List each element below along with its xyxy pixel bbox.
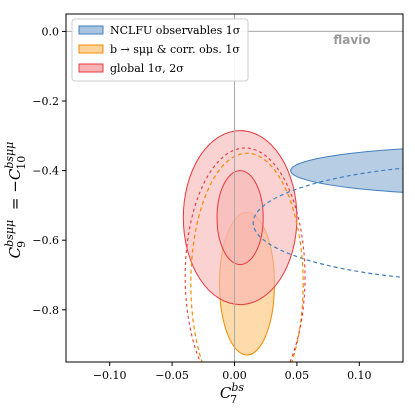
legend-swatch bbox=[78, 25, 104, 35]
x-tick-label: 0.00 bbox=[222, 369, 247, 382]
legend-label: NCLFU observables 1σ bbox=[110, 24, 241, 37]
legend-label: global 1σ, 2σ bbox=[110, 62, 184, 75]
contour-layer bbox=[182, 130, 403, 362]
x-tick-label: 0.05 bbox=[285, 369, 310, 382]
x-axis: −0.10 −0.05 0.00 0.05 0.10 bbox=[93, 362, 372, 382]
y-tick-label: −0.8 bbox=[32, 304, 59, 317]
legend-swatch bbox=[78, 63, 104, 73]
legend-swatch bbox=[78, 44, 104, 54]
x-tick-label: −0.05 bbox=[155, 369, 189, 382]
x-tick-label: 0.10 bbox=[347, 369, 372, 382]
y-tick-label: −0.4 bbox=[32, 165, 59, 178]
legend-label: b → sμμ & corr. obs. 1σ bbox=[110, 43, 240, 56]
legend-box bbox=[71, 18, 249, 82]
y-tick-label: −0.6 bbox=[32, 234, 59, 247]
x-tick-label: −0.10 bbox=[93, 369, 127, 382]
y-axis: 0.0 −0.2 −0.4 −0.6 −0.8 bbox=[32, 25, 66, 317]
contour-global-2sigma-dashed-outline bbox=[184, 147, 306, 362]
contour-nclfu-1sigma bbox=[290, 148, 403, 193]
contour-global-1sigma bbox=[216, 170, 264, 266]
contour-bsmumu-2sigma-dashed bbox=[190, 152, 304, 362]
y-tick-label: −0.2 bbox=[32, 95, 59, 108]
contour-nclfu-2sigma-dashed bbox=[252, 167, 403, 278]
flavio-watermark: flavio bbox=[333, 33, 370, 47]
y-tick-label: 0.0 bbox=[42, 25, 60, 38]
legend: NCLFU observables 1σ b → sμμ & corr. obs.… bbox=[71, 18, 249, 82]
